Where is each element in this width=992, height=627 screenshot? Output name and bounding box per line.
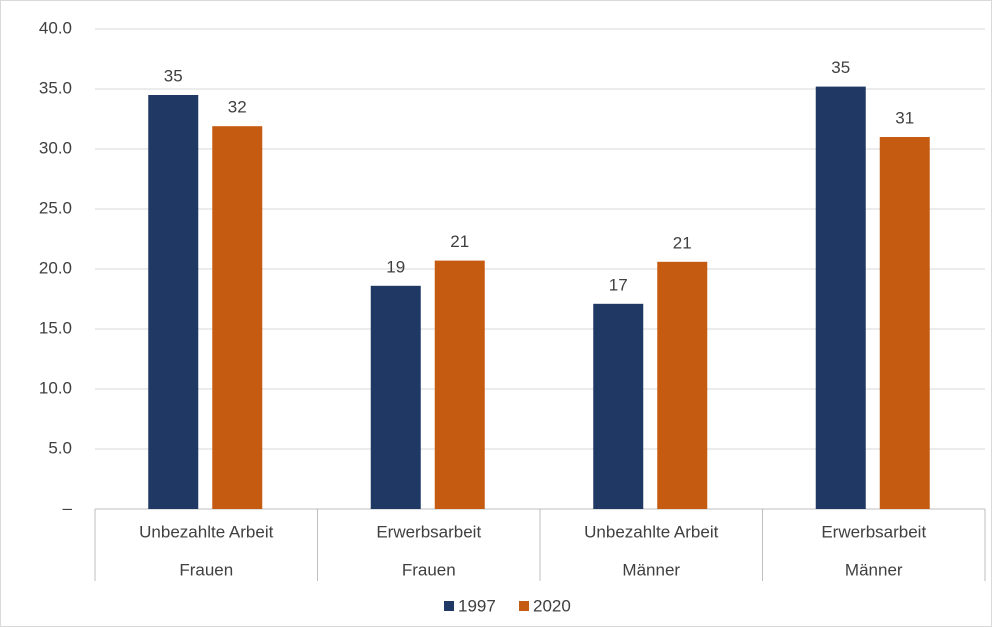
- data-label: 19: [386, 257, 405, 276]
- y-tick-label: 30.0: [39, 138, 72, 157]
- bar: [879, 137, 930, 509]
- bar: [370, 285, 421, 509]
- x-group-label: Frauen: [402, 560, 456, 579]
- y-tick-label: 35.0: [39, 78, 72, 97]
- bar: [593, 303, 644, 509]
- legend-label: 2020: [533, 596, 571, 615]
- x-tick-label: Unbezahlte Arbeit: [584, 522, 718, 541]
- y-tick-label: 40.0: [39, 18, 72, 37]
- x-group-label: Frauen: [179, 560, 233, 579]
- x-tick-label: Erwerbsarbeit: [376, 522, 481, 541]
- data-label: 17: [609, 275, 628, 294]
- y-tick-label: 10.0: [39, 378, 72, 397]
- y-tick-label: 20.0: [39, 258, 72, 277]
- y-tick-label: 15.0: [39, 318, 72, 337]
- bar: [434, 260, 485, 509]
- y-tick-label: 25.0: [39, 198, 72, 217]
- y-tick-label: 5.0: [48, 438, 72, 457]
- x-tick-label: Erwerbsarbeit: [821, 522, 926, 541]
- data-label: 32: [228, 98, 247, 117]
- data-label: 35: [164, 66, 183, 85]
- legend-label: 1997: [458, 596, 496, 615]
- x-tick-label: Unbezahlte Arbeit: [139, 522, 273, 541]
- bar: [657, 261, 708, 509]
- x-group-label: Männer: [622, 560, 680, 579]
- x-group-label: Männer: [845, 560, 903, 579]
- bar: [212, 126, 263, 509]
- bar: [148, 95, 199, 509]
- data-label: 21: [450, 232, 469, 251]
- bar: [815, 86, 866, 509]
- legend-swatch: [519, 601, 529, 611]
- data-label: 21: [673, 233, 692, 252]
- data-label: 31: [895, 108, 914, 127]
- data-label: 35: [831, 58, 850, 77]
- legend-swatch: [444, 601, 454, 611]
- y-tick-label: –: [63, 498, 73, 517]
